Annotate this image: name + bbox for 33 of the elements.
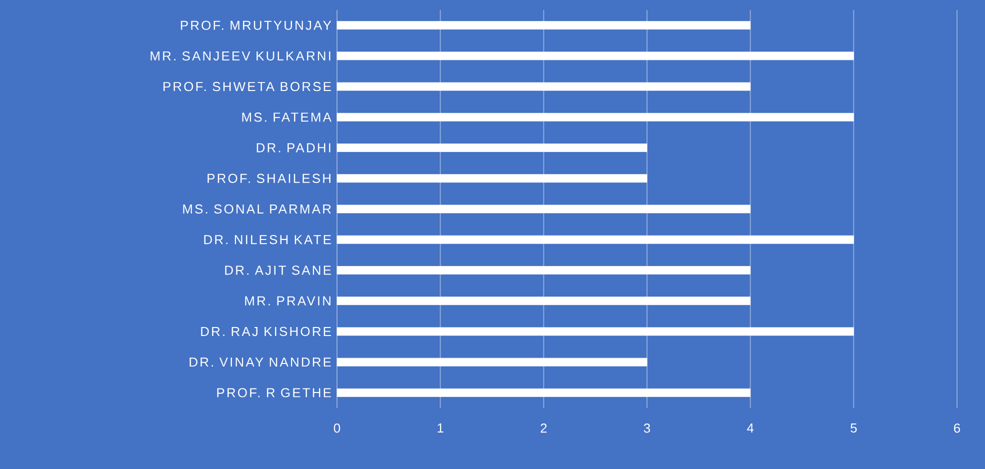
y-tick-label: MS. FATEMA [242,112,332,122]
bar [336,174,648,183]
y-tick-label: PROF. MRUTYUNJAY [180,20,332,30]
bar [336,388,751,397]
bar [336,144,648,152]
x-tick-label: 2 [540,424,547,433]
bar [336,52,854,60]
x-tick-label: 6 [954,424,960,433]
bar [336,296,751,306]
y-tick-label: DR. VINAY NANDRE [190,358,331,367]
y-tick-label: MR. SANJEEV KULKARNI [150,51,330,61]
y-tick-label: PROF. R GETHE [217,388,331,398]
y-tick-label: PROF. SHWETA BORSE [163,82,331,92]
y-tick-label: DR. AJIT SANE [225,266,331,275]
bar [336,82,751,91]
bar [336,21,751,30]
y-tick-label: DR. PADHI [256,143,330,152]
bar [336,358,648,366]
bar [336,266,751,274]
x-tick-label: 0 [334,424,340,433]
bar [336,204,751,214]
x-tick-label: 3 [644,424,650,433]
y-tick-label: PROF. SHAILESH [208,174,330,183]
bar [336,112,854,122]
bar [336,235,854,244]
y-tick-label: DR. RAJ KISHORE [201,326,331,336]
x-tick-label: 1 [438,424,444,432]
x-tick-label: 5 [850,424,857,433]
bar [336,327,854,336]
y-tick-label: DR. NILESH KATE [204,235,331,244]
y-tick-label: MR. PRAVIN [245,296,330,306]
x-tick-label: 4 [747,424,754,432]
y-tick-label: MS. SONAL PARMAR [183,204,331,214]
